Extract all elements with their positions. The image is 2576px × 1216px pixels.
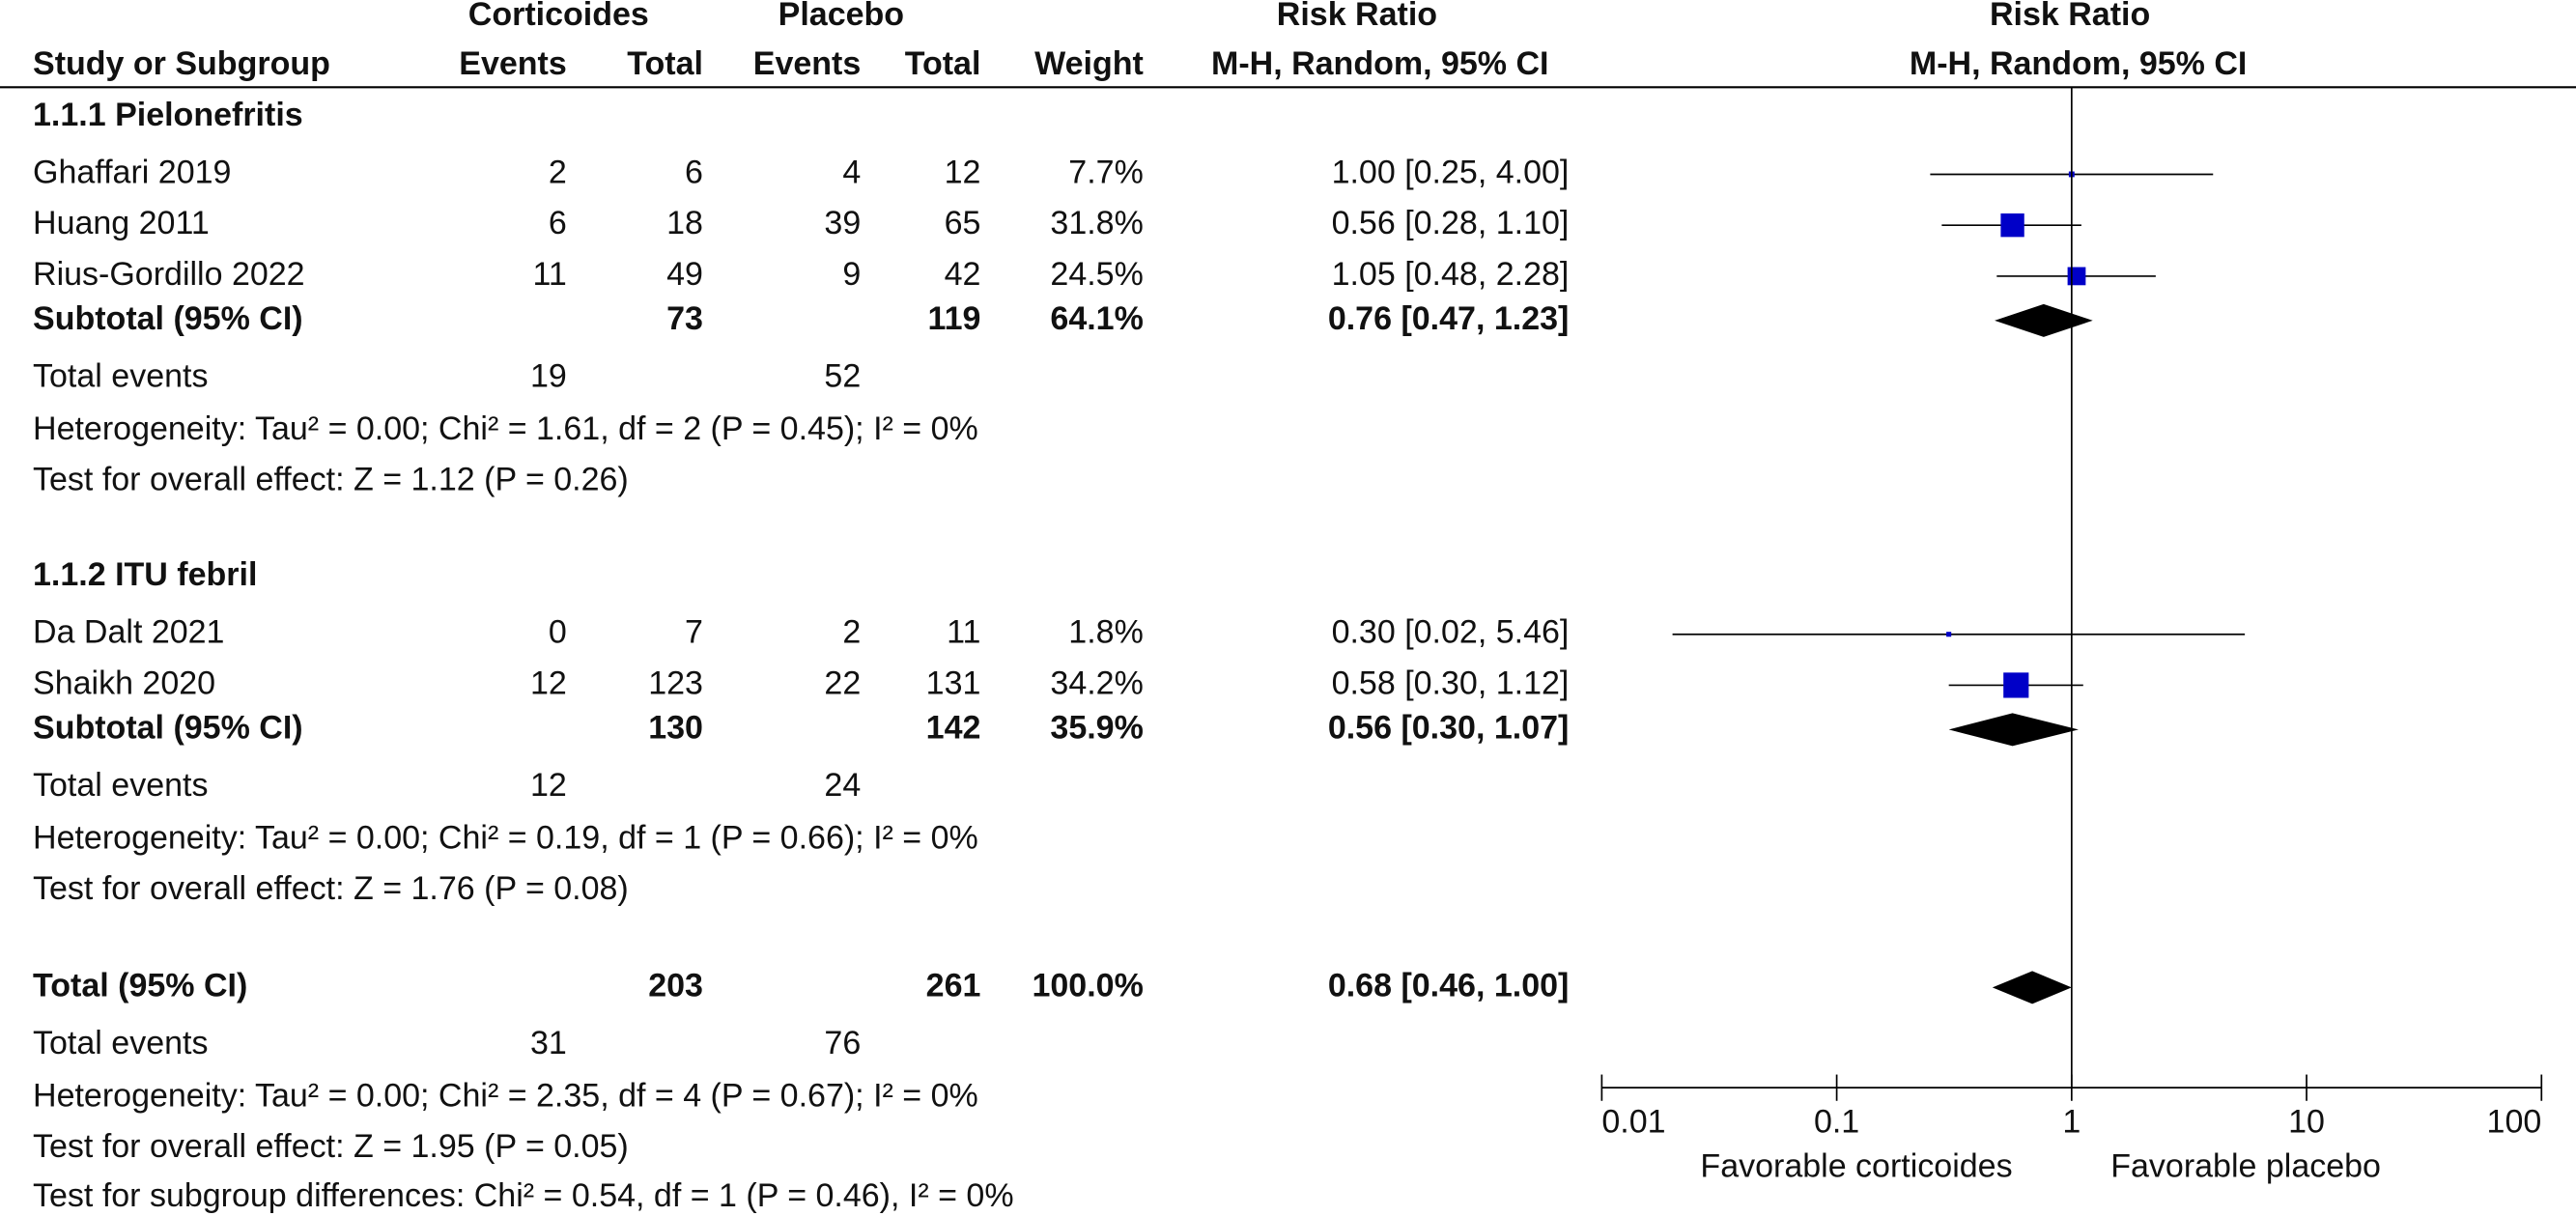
- subgroup-title: 1.1.1 Pielonefritis: [33, 97, 303, 133]
- plot-method: M-H, Random, 95% CI: [1910, 45, 2247, 82]
- total2: 65: [945, 205, 981, 241]
- total1: 73: [666, 300, 703, 337]
- total1: 123: [648, 665, 703, 701]
- ci-label: 1.05 [0.48, 2.28]: [1332, 256, 1570, 293]
- total1: 203: [648, 967, 703, 1004]
- column-header: Study or Subgroup: [33, 45, 330, 82]
- x-tick-label: 100: [2487, 1104, 2542, 1141]
- study-name: Ghaffari 2019: [33, 154, 231, 190]
- weight: 100.0%: [1032, 967, 1143, 1004]
- column-header: Events: [753, 45, 862, 82]
- events1: 6: [549, 205, 567, 241]
- events2: 4: [842, 154, 861, 190]
- weight: 31.8%: [1050, 205, 1143, 241]
- ci-label: 0.56 [0.28, 1.10]: [1332, 205, 1570, 241]
- total1: 130: [648, 709, 703, 746]
- column-header: M-H, Random, 95% CI: [1211, 45, 1548, 82]
- subgroup-title: 1.1.2 ITU febril: [33, 556, 257, 593]
- ci-label: 0.30 [0.02, 5.46]: [1332, 614, 1570, 651]
- overall-effect: Test for overall effect: Z = 1.95 (P = 0…: [33, 1128, 629, 1165]
- total2: 131: [926, 665, 981, 701]
- study-marker: [2000, 213, 2024, 238]
- group2-header: Placebo: [778, 0, 904, 33]
- total1: 49: [666, 256, 703, 293]
- total2: 261: [926, 967, 981, 1004]
- effect-header: Risk Ratio: [1277, 0, 1437, 33]
- subtotal-label: Total (95% CI): [33, 967, 247, 1004]
- events2: 39: [824, 205, 861, 241]
- subgroup-differences: Test for subgroup differences: Chi² = 0.…: [33, 1177, 1014, 1214]
- study-name: Huang 2011: [33, 205, 210, 241]
- events1: 19: [530, 357, 567, 394]
- column-header: Total: [905, 45, 981, 82]
- study-name: Da Dalt 2021: [33, 614, 224, 651]
- column-header: Events: [459, 45, 567, 82]
- weight: 1.8%: [1068, 614, 1144, 651]
- study-marker: [2067, 267, 2086, 286]
- ci-label: 1.00 [0.25, 4.00]: [1332, 154, 1570, 190]
- column-header: Total: [627, 45, 703, 82]
- heterogeneity: Heterogeneity: Tau² = 0.00; Chi² = 2.35,…: [33, 1077, 978, 1114]
- x-label-left: Favorable corticoides: [1700, 1147, 2012, 1184]
- group1-header: Corticoides: [468, 0, 649, 33]
- events1: 12: [530, 665, 567, 701]
- subtotal-label: Subtotal (95% CI): [33, 300, 303, 337]
- total1: 6: [685, 154, 703, 190]
- ci-label: 0.76 [0.47, 1.23]: [1328, 300, 1570, 337]
- weight: 64.1%: [1050, 300, 1143, 337]
- weight: 24.5%: [1050, 256, 1143, 293]
- x-tick-label: 10: [2288, 1104, 2325, 1141]
- weight: 34.2%: [1050, 665, 1143, 701]
- events1: 12: [530, 767, 567, 804]
- pooled-diamond: [1992, 971, 2072, 1004]
- events1: 11: [533, 256, 567, 293]
- x-tick-label: 0.1: [1814, 1104, 1859, 1141]
- study-marker: [1946, 632, 1952, 637]
- events1: 31: [530, 1025, 567, 1061]
- total2: 119: [928, 300, 981, 337]
- events2: 22: [824, 665, 861, 701]
- overall-effect: Test for overall effect: Z = 1.12 (P = 0…: [33, 462, 629, 498]
- subtotal-label: Subtotal (95% CI): [33, 709, 303, 746]
- weight: 35.9%: [1050, 709, 1143, 746]
- pooled-diamond: [1948, 713, 2079, 747]
- events2: 24: [824, 767, 861, 804]
- x-label-right: Favorable placebo: [2110, 1147, 2381, 1184]
- heterogeneity: Heterogeneity: Tau² = 0.00; Chi² = 1.61,…: [33, 410, 978, 447]
- study-marker: [2003, 672, 2029, 698]
- events2: 76: [824, 1025, 861, 1061]
- plot-title: Risk Ratio: [1990, 0, 2150, 33]
- ci-label: 0.68 [0.46, 1.00]: [1328, 967, 1570, 1004]
- total1: 18: [666, 205, 703, 241]
- column-header: Weight: [1034, 45, 1144, 82]
- total-events-label: Total events: [33, 1025, 208, 1061]
- study-name: Shaikh 2020: [33, 665, 215, 701]
- events1: 0: [549, 614, 567, 651]
- events2: 52: [824, 357, 861, 394]
- events1: 2: [549, 154, 567, 190]
- total-events-label: Total events: [33, 767, 208, 804]
- events2: 2: [842, 614, 861, 651]
- heterogeneity: Heterogeneity: Tau² = 0.00; Chi² = 0.19,…: [33, 819, 978, 856]
- total2: 12: [945, 154, 981, 190]
- total2: 142: [926, 709, 981, 746]
- total2: 42: [945, 256, 981, 293]
- total1: 7: [685, 614, 703, 651]
- x-tick-label: 0.01: [1601, 1104, 1665, 1141]
- total-events-label: Total events: [33, 357, 208, 394]
- ci-label: 0.56 [0.30, 1.07]: [1328, 709, 1570, 746]
- ci-label: 0.58 [0.30, 1.12]: [1332, 665, 1570, 701]
- overall-effect: Test for overall effect: Z = 1.76 (P = 0…: [33, 870, 629, 907]
- pooled-diamond: [1995, 303, 2093, 337]
- x-tick-label: 1: [2062, 1104, 2081, 1141]
- weight: 7.7%: [1068, 154, 1144, 190]
- total2: 11: [947, 614, 980, 651]
- study-name: Rius-Gordillo 2022: [33, 256, 305, 293]
- events2: 9: [842, 256, 861, 293]
